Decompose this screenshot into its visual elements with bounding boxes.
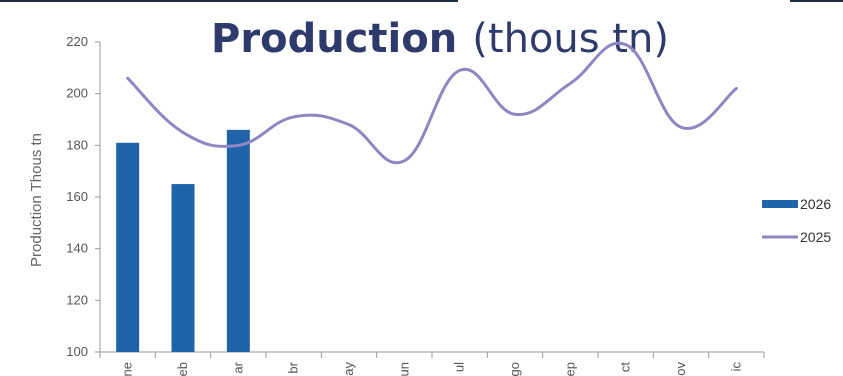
line-series-2025: [126, 41, 738, 165]
x-tick-label: ay: [341, 362, 356, 376]
y-tick-label: 220: [66, 34, 88, 49]
x-tick-label: ne: [120, 362, 135, 376]
svg-text:Production (thous tn): Production (thous tn): [211, 16, 669, 62]
x-tick-label: ep: [562, 362, 577, 376]
x-tick-label: ov: [673, 362, 688, 376]
bar-2026-ar: [226, 129, 250, 352]
top-rule-left: [0, 0, 458, 2]
y-tick-label: 180: [66, 137, 88, 152]
y-tick-label: 160: [66, 189, 88, 204]
x-tick-label: ar: [230, 361, 245, 373]
x-tick-label: go: [507, 362, 522, 376]
bar-series-2026: [116, 129, 250, 352]
y-tick-label: 100: [66, 344, 88, 359]
y-tick-label: 140: [66, 241, 88, 256]
chart-title: Production (thous tn): [211, 16, 669, 62]
bar-2026-eb: [171, 184, 195, 352]
x-tick-label: ic: [728, 362, 743, 372]
chart-title-main: Production: [211, 16, 457, 62]
y-tick-labels: 100 120 140 160 180 200 220: [66, 34, 100, 359]
y-axis-label: Production Thous tn: [28, 133, 45, 267]
x-tick-label: eb: [175, 362, 190, 376]
legend-swatch-2026: [762, 200, 798, 208]
top-rule-right: [790, 0, 843, 2]
x-tick-label: ct: [618, 362, 633, 373]
x-tick-labels: ne eb ar br ay un ul go ep ct ov ic: [99, 352, 765, 376]
y-tick-label: 200: [66, 86, 88, 101]
chart-title-unit: (thous tn): [472, 16, 669, 62]
legend: 2026 2025: [762, 196, 831, 245]
axes: [99, 42, 764, 353]
legend-label-2026: 2026: [800, 196, 831, 212]
x-tick-label: ul: [452, 362, 467, 372]
x-tick-label: br: [286, 361, 301, 373]
x-tick-label: un: [396, 362, 411, 376]
bar-2026-ne: [116, 142, 140, 352]
legend-label-2025: 2025: [800, 229, 831, 245]
y-tick-label: 120: [66, 292, 88, 307]
